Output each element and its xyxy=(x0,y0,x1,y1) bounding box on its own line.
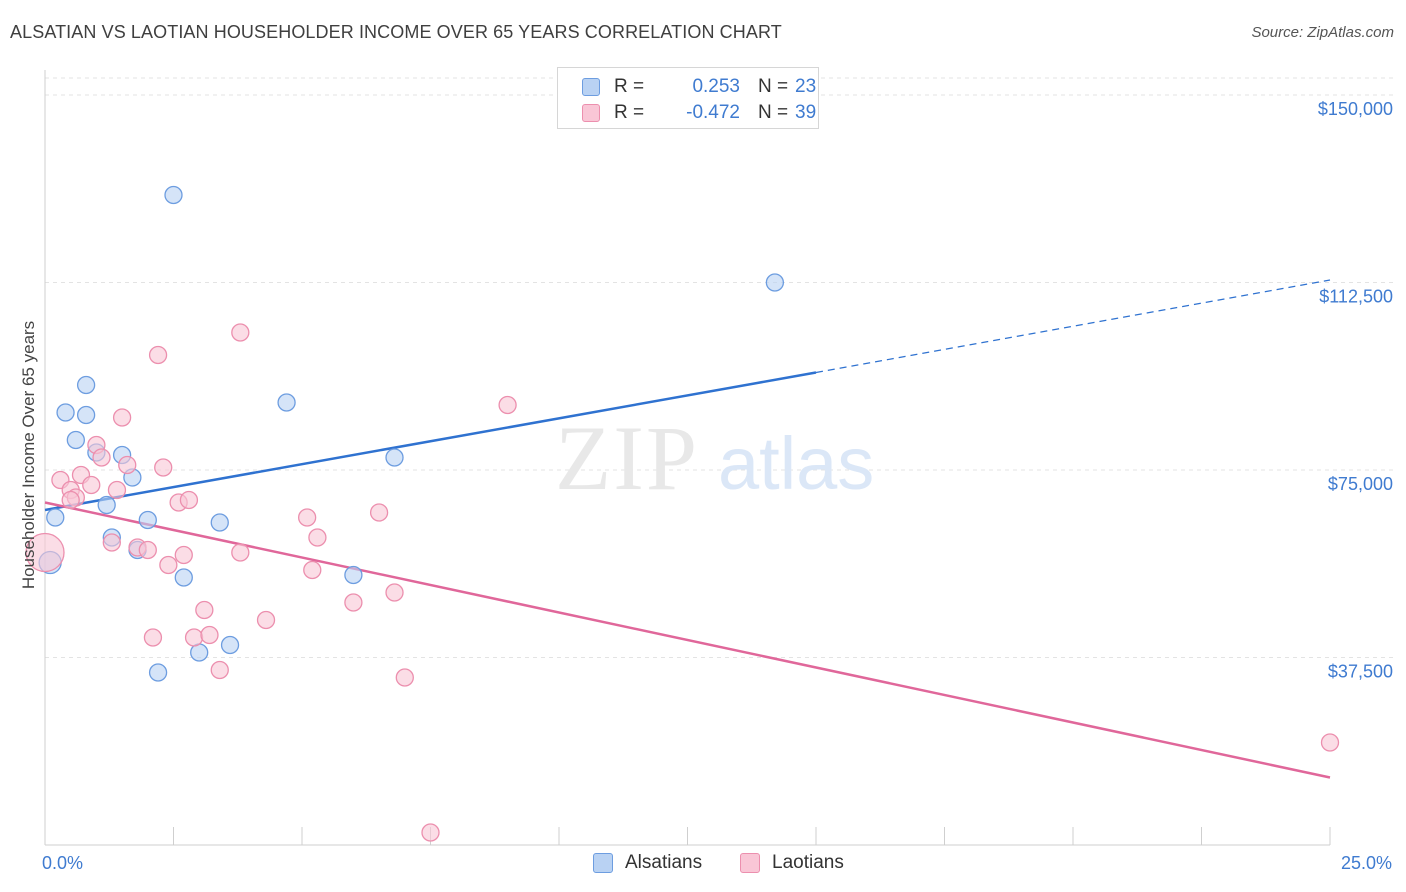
alsatian-point xyxy=(164,185,183,205)
laotian-point xyxy=(92,448,111,467)
alsatian-swatch xyxy=(582,78,600,96)
y-tick-label: $150,000 xyxy=(1318,99,1393,119)
legend-label: Alsatians xyxy=(625,852,703,873)
laotian-point xyxy=(385,583,404,602)
n-value: 39 xyxy=(795,102,817,123)
watermark: ZIP atlas xyxy=(555,407,874,509)
laotian-point xyxy=(61,490,80,510)
laotian-point xyxy=(174,545,193,565)
alsatian-point xyxy=(210,513,229,532)
alsatian-point xyxy=(97,495,116,515)
laotian-point xyxy=(112,408,132,427)
r-value: -0.472 xyxy=(686,102,740,123)
points-layer xyxy=(25,185,1340,842)
alsatian-point xyxy=(220,635,240,655)
alsatian-point xyxy=(66,430,85,450)
alsatian-point xyxy=(344,565,363,585)
n-label: N = xyxy=(758,102,789,123)
source-label: Source: ZipAtlas.com xyxy=(1251,24,1394,41)
alsatian-point xyxy=(76,375,96,395)
legend-label: Laotians xyxy=(772,852,844,873)
laotian-point xyxy=(102,533,121,552)
r-label: R = xyxy=(614,102,645,123)
laotian-swatch xyxy=(582,104,600,122)
axes-layer xyxy=(44,70,1331,846)
n-value: 23 xyxy=(795,76,817,97)
laotian-point xyxy=(148,345,168,365)
n-label: N = xyxy=(758,76,789,97)
alsatian-legend-swatch xyxy=(593,853,613,873)
laotian-point xyxy=(143,628,163,647)
laotian-point xyxy=(25,532,65,573)
laotian-point xyxy=(184,628,204,647)
trend-layer xyxy=(44,279,1331,779)
laotian-point xyxy=(256,610,276,630)
laotian-point xyxy=(210,660,229,680)
laotian-point xyxy=(154,458,173,477)
alsatian-trend-line xyxy=(44,371,817,512)
laotian-point xyxy=(395,668,414,687)
laotian-point xyxy=(82,475,101,495)
x-tick-label: 0.0% xyxy=(42,853,83,873)
laotian-point xyxy=(195,600,214,620)
correlation-legend: R = 0.253 N = 23 R = -0.472 N = 39 xyxy=(557,67,819,129)
laotian-point xyxy=(297,508,317,527)
laotian-point xyxy=(1320,733,1340,752)
grid-layer xyxy=(45,77,1395,658)
y-tick-label: $112,500 xyxy=(1319,287,1393,307)
laotian-point xyxy=(107,480,127,500)
alsatian-point xyxy=(148,663,168,682)
laotian-point xyxy=(303,560,322,580)
laotian-point xyxy=(498,395,517,415)
laotian-point xyxy=(138,540,157,560)
laotian-trend-line xyxy=(44,501,1331,779)
x-tick-label: 25.0% xyxy=(1341,853,1392,873)
laotian-point xyxy=(308,528,327,547)
laotian-point xyxy=(200,625,219,645)
y-axis-label: Householder Income Over 65 years xyxy=(19,321,38,589)
y-tick-label: $37,500 xyxy=(1328,662,1393,682)
r-label: R = xyxy=(614,76,645,97)
watermark-zip: ZIP xyxy=(555,407,699,509)
alsatian-point xyxy=(56,403,75,422)
laotian-point xyxy=(159,555,178,575)
alsatian-point xyxy=(277,393,296,412)
chart-title: ALSATIAN VS LAOTIAN HOUSEHOLDER INCOME O… xyxy=(10,22,782,42)
laotian-point xyxy=(369,503,389,522)
laotian-point xyxy=(344,593,363,612)
y-tick-label: $75,000 xyxy=(1328,474,1393,494)
laotian-point xyxy=(231,543,250,562)
alsatian-point xyxy=(76,405,96,425)
watermark-atlas: atlas xyxy=(718,422,874,505)
alsatian-point xyxy=(385,448,404,467)
alsatian-point xyxy=(138,510,157,530)
laotian-legend-swatch xyxy=(740,853,760,873)
laotian-point xyxy=(118,455,137,475)
alsatian-point xyxy=(174,568,193,587)
alsatian-trend-extension xyxy=(815,279,1331,374)
laotian-point xyxy=(179,490,199,510)
alsatian-point xyxy=(765,273,785,292)
label-layer: $37,500 $75,000 $112,500 $150,000 0.0% 25.0% xyxy=(42,99,1393,873)
r-value: 0.253 xyxy=(692,76,740,97)
laotian-point xyxy=(231,323,250,342)
alsatian-point xyxy=(46,508,65,527)
laotian-point xyxy=(421,823,440,842)
